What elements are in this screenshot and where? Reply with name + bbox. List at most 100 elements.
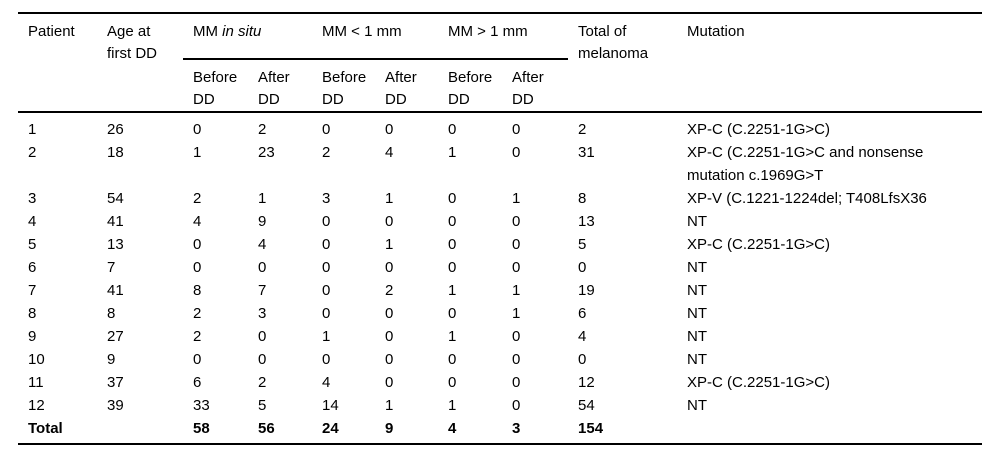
cell-age-first-dd: 18 bbox=[107, 144, 124, 161]
subcol-gt1mm-before-dd: Before DD bbox=[438, 59, 503, 113]
cell-lt1mm-after-dd: 0 bbox=[385, 305, 394, 322]
cell-total-melanoma: 31 bbox=[578, 144, 595, 161]
cell-mutation: NT bbox=[687, 351, 708, 368]
cell-total-melanoma: 5 bbox=[578, 236, 587, 253]
cell-lt1mm-before-dd: 0 bbox=[322, 121, 331, 138]
paper-table-page: Patient Age at first DD MM in situ MM < … bbox=[0, 12, 1000, 463]
cell-insitu-before-dd: 1 bbox=[193, 144, 202, 161]
table-row: 4 41 4 9 0 0 0 0 13 NT bbox=[18, 210, 982, 233]
cell-insitu-after-dd: 3 bbox=[258, 305, 267, 322]
cell-patient: 11 bbox=[28, 374, 44, 391]
subcol-lt1mm-before-dd: Before DD bbox=[312, 59, 376, 113]
table-body: 1 26 0 2 0 0 0 0 2 XP-C (C.2251-1G>C) 2 18 1 23 2 4 1 0 31… bbox=[18, 112, 982, 444]
cell-gt1mm-after-dd: 0 bbox=[512, 351, 521, 368]
cell-lt1mm-after-dd: 0 bbox=[385, 259, 394, 276]
total-row: Total 58 56 24 9 4 3 154 bbox=[18, 417, 982, 444]
in-situ-italic-label: in situ bbox=[222, 23, 262, 40]
cell-mutation: XP-C (C.2251-1G>C and nonsense mutation … bbox=[687, 144, 924, 184]
cell-lt1mm-after-dd: 0 bbox=[385, 121, 394, 138]
cell-gt1mm-after-dd: 0 bbox=[512, 397, 521, 414]
cell-gt1mm-before-dd: 0 bbox=[448, 374, 457, 391]
cell-insitu-after-dd: 0 bbox=[258, 351, 267, 368]
cell-gt1mm-before-dd: 0 bbox=[448, 213, 457, 230]
cell-insitu-before-dd: 8 bbox=[193, 282, 202, 299]
cell-age-first-dd: 37 bbox=[107, 374, 124, 391]
cell-lt1mm-after-dd: 4 bbox=[385, 144, 394, 161]
col-header-total-melanoma: Total of melanoma bbox=[568, 13, 678, 113]
subcol-insitu-before-dd: Before DD bbox=[183, 59, 248, 113]
table-header: Patient Age at first DD MM in situ MM < … bbox=[18, 13, 983, 113]
cell-gt1mm-before-dd: 1 bbox=[448, 282, 457, 299]
cell-insitu-after-dd: 1 bbox=[258, 190, 267, 207]
cell-mutation: XP-V (C.1221-1224del; T408LfsX36 bbox=[687, 190, 927, 207]
cell-lt1mm-after-dd: 0 bbox=[385, 328, 394, 345]
cell-insitu-after-dd: 9 bbox=[258, 213, 267, 230]
cell-gt1mm-before-dd: 0 bbox=[448, 190, 457, 207]
cell-age-first-dd: 54 bbox=[107, 190, 124, 207]
cell-lt1mm-before-dd: 0 bbox=[322, 305, 331, 322]
cell-gt1mm-after-dd: 0 bbox=[512, 328, 521, 345]
cell-mutation: XP-C (C.2251-1G>C) bbox=[687, 236, 830, 253]
subcol-lt1mm-after-dd: After DD bbox=[375, 59, 439, 113]
cell-insitu-before-dd: 0 bbox=[193, 121, 202, 138]
cell-lt1mm-before-dd: 0 bbox=[322, 236, 331, 253]
table-row: 8 8 2 3 0 0 0 1 6 NT bbox=[18, 302, 982, 325]
cell-insitu-after-dd: 7 bbox=[258, 282, 267, 299]
cell-insitu-after-dd: 2 bbox=[258, 374, 267, 391]
table-row: 12 39 33 5 14 1 1 0 54 NT bbox=[18, 394, 982, 417]
cell-insitu-before-dd: 0 bbox=[193, 351, 202, 368]
table-row: 5 13 0 4 0 1 0 0 5 XP-C (C.2251-1G>C) bbox=[18, 233, 982, 256]
cell-insitu-after-dd: 5 bbox=[258, 397, 267, 414]
cell-insitu-after-dd: 23 bbox=[258, 144, 275, 161]
cell-patient: 2 bbox=[28, 144, 37, 161]
header-sub-row: Before DD After DD Before DD After DD Be… bbox=[18, 59, 982, 113]
cell-gt1mm-after-dd: 0 bbox=[512, 236, 521, 253]
cell-gt1mm-before-dd: 1 bbox=[448, 144, 457, 161]
melanoma-table: Patient Age at first DD MM in situ MM < … bbox=[18, 12, 983, 445]
cell-insitu-after-dd: 0 bbox=[258, 328, 267, 345]
cell-lt1mm-before-dd: 0 bbox=[322, 351, 331, 368]
cell-insitu-before-dd: 6 bbox=[193, 374, 202, 391]
cell-patient: 6 bbox=[28, 259, 37, 276]
cell-age-first-dd bbox=[97, 417, 183, 444]
cell-insitu-before-dd: 0 bbox=[193, 236, 202, 253]
cell-mutation: XP-C (C.2251-1G>C) bbox=[687, 374, 830, 391]
cell-insitu-after-dd: 56 bbox=[258, 420, 275, 437]
cell-mutation: NT bbox=[687, 213, 708, 230]
cell-patient: 7 bbox=[28, 282, 37, 299]
cell-age-first-dd: 7 bbox=[107, 259, 116, 276]
mm-label: MM bbox=[193, 23, 223, 40]
cell-lt1mm-before-dd: 0 bbox=[322, 282, 331, 299]
cell-age-first-dd: 27 bbox=[107, 328, 124, 345]
col-group-mm-gt-1mm: MM > 1 mm bbox=[438, 13, 569, 60]
cell-gt1mm-before-dd: 1 bbox=[448, 397, 457, 414]
cell-mutation: NT bbox=[687, 305, 708, 322]
table-row: 7 41 8 7 0 2 1 1 19 NT bbox=[18, 279, 982, 302]
cell-total-melanoma: 4 bbox=[578, 328, 587, 345]
cell-age-first-dd: 39 bbox=[107, 397, 124, 414]
cell-patient: 12 bbox=[28, 397, 45, 414]
table-row: 6 7 0 0 0 0 0 0 0 NT bbox=[18, 256, 982, 279]
cell-insitu-after-dd: 0 bbox=[258, 259, 267, 276]
cell-total-melanoma: 13 bbox=[578, 213, 595, 230]
col-header-patient: Patient bbox=[18, 13, 97, 113]
cell-gt1mm-after-dd: 0 bbox=[512, 213, 521, 230]
cell-age-first-dd: 9 bbox=[107, 351, 116, 368]
cell-lt1mm-after-dd: 1 bbox=[385, 190, 394, 207]
cell-insitu-before-dd: 33 bbox=[193, 397, 210, 414]
cell-lt1mm-before-dd: 1 bbox=[322, 328, 331, 345]
cell-total-melanoma: 2 bbox=[578, 121, 587, 138]
cell-lt1mm-before-dd: 3 bbox=[322, 190, 331, 207]
cell-insitu-before-dd: 2 bbox=[193, 328, 202, 345]
cell-lt1mm-before-dd: 0 bbox=[322, 213, 331, 230]
cell-gt1mm-after-dd: 1 bbox=[512, 282, 521, 299]
cell-insitu-before-dd: 0 bbox=[193, 259, 202, 276]
col-header-age-first-dd: Age at first DD bbox=[97, 13, 183, 113]
cell-age-first-dd: 41 bbox=[107, 282, 124, 299]
cell-gt1mm-before-dd: 0 bbox=[448, 259, 457, 276]
cell-total-melanoma: 0 bbox=[578, 351, 587, 368]
table-row: 10 9 0 0 0 0 0 0 0 NT bbox=[18, 348, 982, 371]
cell-mutation: NT bbox=[687, 282, 708, 299]
cell-insitu-after-dd: 2 bbox=[258, 121, 267, 138]
cell-total-melanoma: 8 bbox=[578, 190, 587, 207]
